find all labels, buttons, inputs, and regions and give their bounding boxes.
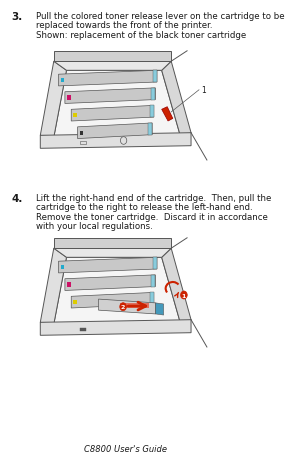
Polygon shape <box>54 238 171 249</box>
Polygon shape <box>54 62 171 71</box>
Polygon shape <box>78 124 152 139</box>
Text: cartridge to the right to release the left-hand end.: cartridge to the right to release the le… <box>36 203 253 212</box>
Polygon shape <box>152 88 155 100</box>
Polygon shape <box>54 249 171 258</box>
Text: 1: 1 <box>202 86 206 95</box>
Text: C8800 User's Guide: C8800 User's Guide <box>84 444 167 453</box>
Polygon shape <box>98 300 156 314</box>
Text: 2: 2 <box>121 305 125 310</box>
Bar <box>80 328 86 332</box>
Polygon shape <box>54 71 181 138</box>
Polygon shape <box>150 106 154 118</box>
Circle shape <box>120 303 126 311</box>
Polygon shape <box>58 71 157 87</box>
Bar <box>74 114 77 118</box>
Polygon shape <box>148 124 152 135</box>
Polygon shape <box>120 303 148 308</box>
Polygon shape <box>40 320 191 336</box>
Text: with your local regulations.: with your local regulations. <box>36 222 153 231</box>
Bar <box>61 79 64 83</box>
Polygon shape <box>40 62 67 138</box>
Polygon shape <box>71 293 154 308</box>
Polygon shape <box>54 258 181 325</box>
Polygon shape <box>156 303 164 315</box>
Polygon shape <box>150 293 154 305</box>
Polygon shape <box>153 258 157 269</box>
Polygon shape <box>152 275 155 287</box>
Polygon shape <box>40 249 67 325</box>
Bar <box>74 300 77 305</box>
Polygon shape <box>162 62 191 138</box>
Polygon shape <box>58 258 157 273</box>
Bar <box>80 131 83 136</box>
Text: 3.: 3. <box>12 12 23 22</box>
Polygon shape <box>71 106 154 122</box>
Text: 1: 1 <box>182 293 186 298</box>
Polygon shape <box>162 249 191 325</box>
Text: Remove the toner cartridge.  Discard it in accordance: Remove the toner cartridge. Discard it i… <box>36 213 268 221</box>
Polygon shape <box>54 52 171 62</box>
Text: replaced towards the front of the printer.: replaced towards the front of the printe… <box>36 21 212 31</box>
Polygon shape <box>40 133 191 149</box>
Text: Lift the right-hand end of the cartridge.  Then, pull the: Lift the right-hand end of the cartridge… <box>36 194 271 203</box>
Bar <box>67 283 70 287</box>
Text: 4.: 4. <box>12 194 23 204</box>
Polygon shape <box>153 71 157 83</box>
Polygon shape <box>65 275 155 291</box>
Bar <box>67 96 70 100</box>
Polygon shape <box>162 107 173 122</box>
Bar <box>80 141 86 145</box>
Bar <box>61 265 64 269</box>
Text: Pull the colored toner release lever on the cartridge to be: Pull the colored toner release lever on … <box>36 12 284 21</box>
Polygon shape <box>65 88 155 104</box>
Text: Shown: replacement of the black toner cartridge: Shown: replacement of the black toner ca… <box>36 31 246 40</box>
Circle shape <box>181 291 187 300</box>
